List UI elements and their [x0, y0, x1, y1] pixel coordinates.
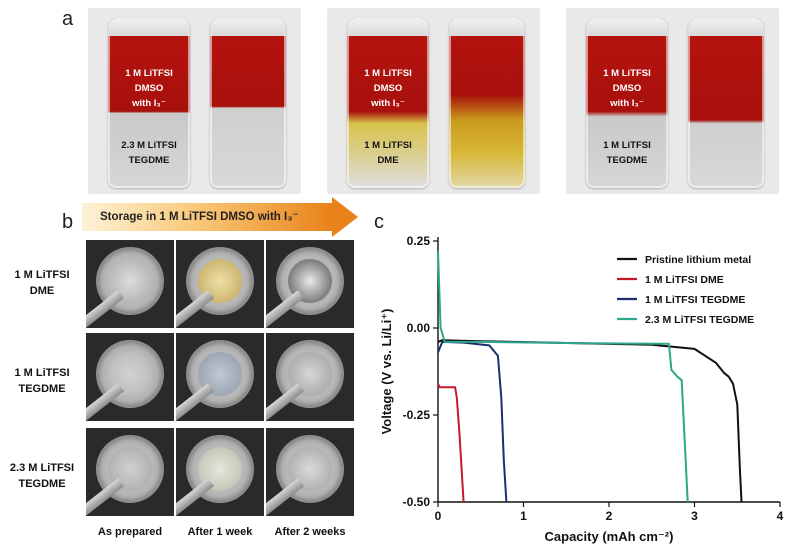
panel-b-label: b: [62, 211, 74, 233]
x-tick-label: 3: [691, 509, 698, 523]
electrode-dme-prepared: [86, 240, 174, 328]
vial-top-text: 1 M LiTFSI DMSO with I₃⁻: [364, 68, 412, 109]
panel-a-label: a: [62, 8, 74, 30]
x-tick-label: 1: [520, 509, 527, 523]
storage-arrow-text: Storage in 1 M LiTFSI DMSO with I₃⁻: [100, 211, 299, 223]
vial-top-text: 1 M LiTFSI DMSO with I₃⁻: [603, 68, 651, 109]
chart-series: [437, 251, 743, 503]
chart-axes: 0 1 2 3 4 -0.50 -0.25 0.00 0.25 Capacity (mAh cm⁻…: [379, 234, 784, 544]
vial-bottom-text: 2.3 M LiTFSI TEGDME: [121, 140, 177, 166]
row-label-dme: 1 M LiTFSI DME: [14, 269, 70, 297]
y-tick-label: -0.25: [403, 408, 431, 422]
vial-top-text: 1 M LiTFSI DMSO with I₃⁻: [125, 68, 173, 109]
col-label-week2: After 2 weeks: [274, 526, 346, 538]
row-label-23-tegdme: 2.3 M LiTFSI TEGDME: [9, 462, 75, 490]
col-label-prepared: As prepared: [97, 526, 163, 538]
vial-before: 1 M LiTFSI DMSO with I₃⁻ 2.3 M LiTFSI TEGDM…: [108, 18, 190, 188]
legend-label-2: 1 M LiTFSI TEGDME: [645, 294, 745, 306]
electrode-tegdme-week1: [176, 333, 264, 421]
x-axis-label: Capacity (mAh cm⁻²): [545, 529, 674, 544]
x-tick-label: 4: [777, 509, 784, 523]
series-line-3: [437, 251, 689, 503]
vial-photo-2: 1 M LiTFSI DMSO with I₃⁻ 1 M LiTFSI DME: [327, 8, 540, 194]
chart-legend: Pristine lithium metal 1 M LiTFSI DME 1 M …: [617, 254, 754, 326]
legend-label-1: 1 M LiTFSI DME: [645, 274, 724, 286]
vial-after: [449, 18, 525, 188]
electrode-tegdme-week2: [266, 333, 354, 421]
vial-before: 1 M LiTFSI DMSO with I₃⁻ 1 M LiTFSI TEGDME: [586, 18, 668, 188]
vial-bottom-text: 1 M LiTFSI TEGDME: [603, 140, 651, 166]
series-line-1: [437, 383, 465, 503]
storage-arrow: [82, 203, 332, 231]
x-tick-label: 2: [606, 509, 613, 523]
vial-photo-1: 1 M LiTFSI DMSO with I₃⁻ 2.3 M LiTFSI TEGDM…: [88, 8, 301, 194]
vial-photo-3: 1 M LiTFSI DMSO with I₃⁻ 1 M LiTFSI TEGDME: [566, 8, 779, 194]
electrode-23-tegdme-week1: [176, 428, 264, 516]
legend-label-0: Pristine lithium metal: [645, 254, 751, 266]
electrode-dme-week1: [176, 240, 264, 328]
y-tick-label: -0.50: [403, 495, 431, 509]
y-axis-label: Voltage (V vs. Li/Li⁺): [379, 309, 394, 435]
electrode-23-tegdme-week2: [266, 428, 354, 516]
electrode-dme-week2: [266, 240, 354, 328]
vial-after: [688, 18, 764, 188]
y-tick-label: 0.25: [407, 234, 431, 248]
storage-arrow-head: [332, 197, 358, 237]
series-line-0: [437, 339, 743, 503]
col-label-week1: After 1 week: [187, 526, 253, 538]
panel-c-label: c: [374, 211, 384, 233]
row-label-tegdme: 1 M LiTFSI TEGDME: [14, 367, 70, 395]
y-tick-label: 0.00: [407, 321, 431, 335]
vial-bottom-text: 1 M LiTFSI DME: [364, 140, 412, 166]
legend-label-3: 2.3 M LiTFSI TEGDME: [645, 314, 754, 326]
vial-before: 1 M LiTFSI DMSO with I₃⁻ 1 M LiTFSI DME: [347, 18, 429, 188]
series-line-2: [437, 340, 508, 503]
vial-after: [210, 18, 286, 188]
x-tick-label: 0: [435, 509, 442, 523]
electrode-tegdme-prepared: [86, 333, 174, 421]
electrode-23-tegdme-prepared: [86, 428, 174, 516]
